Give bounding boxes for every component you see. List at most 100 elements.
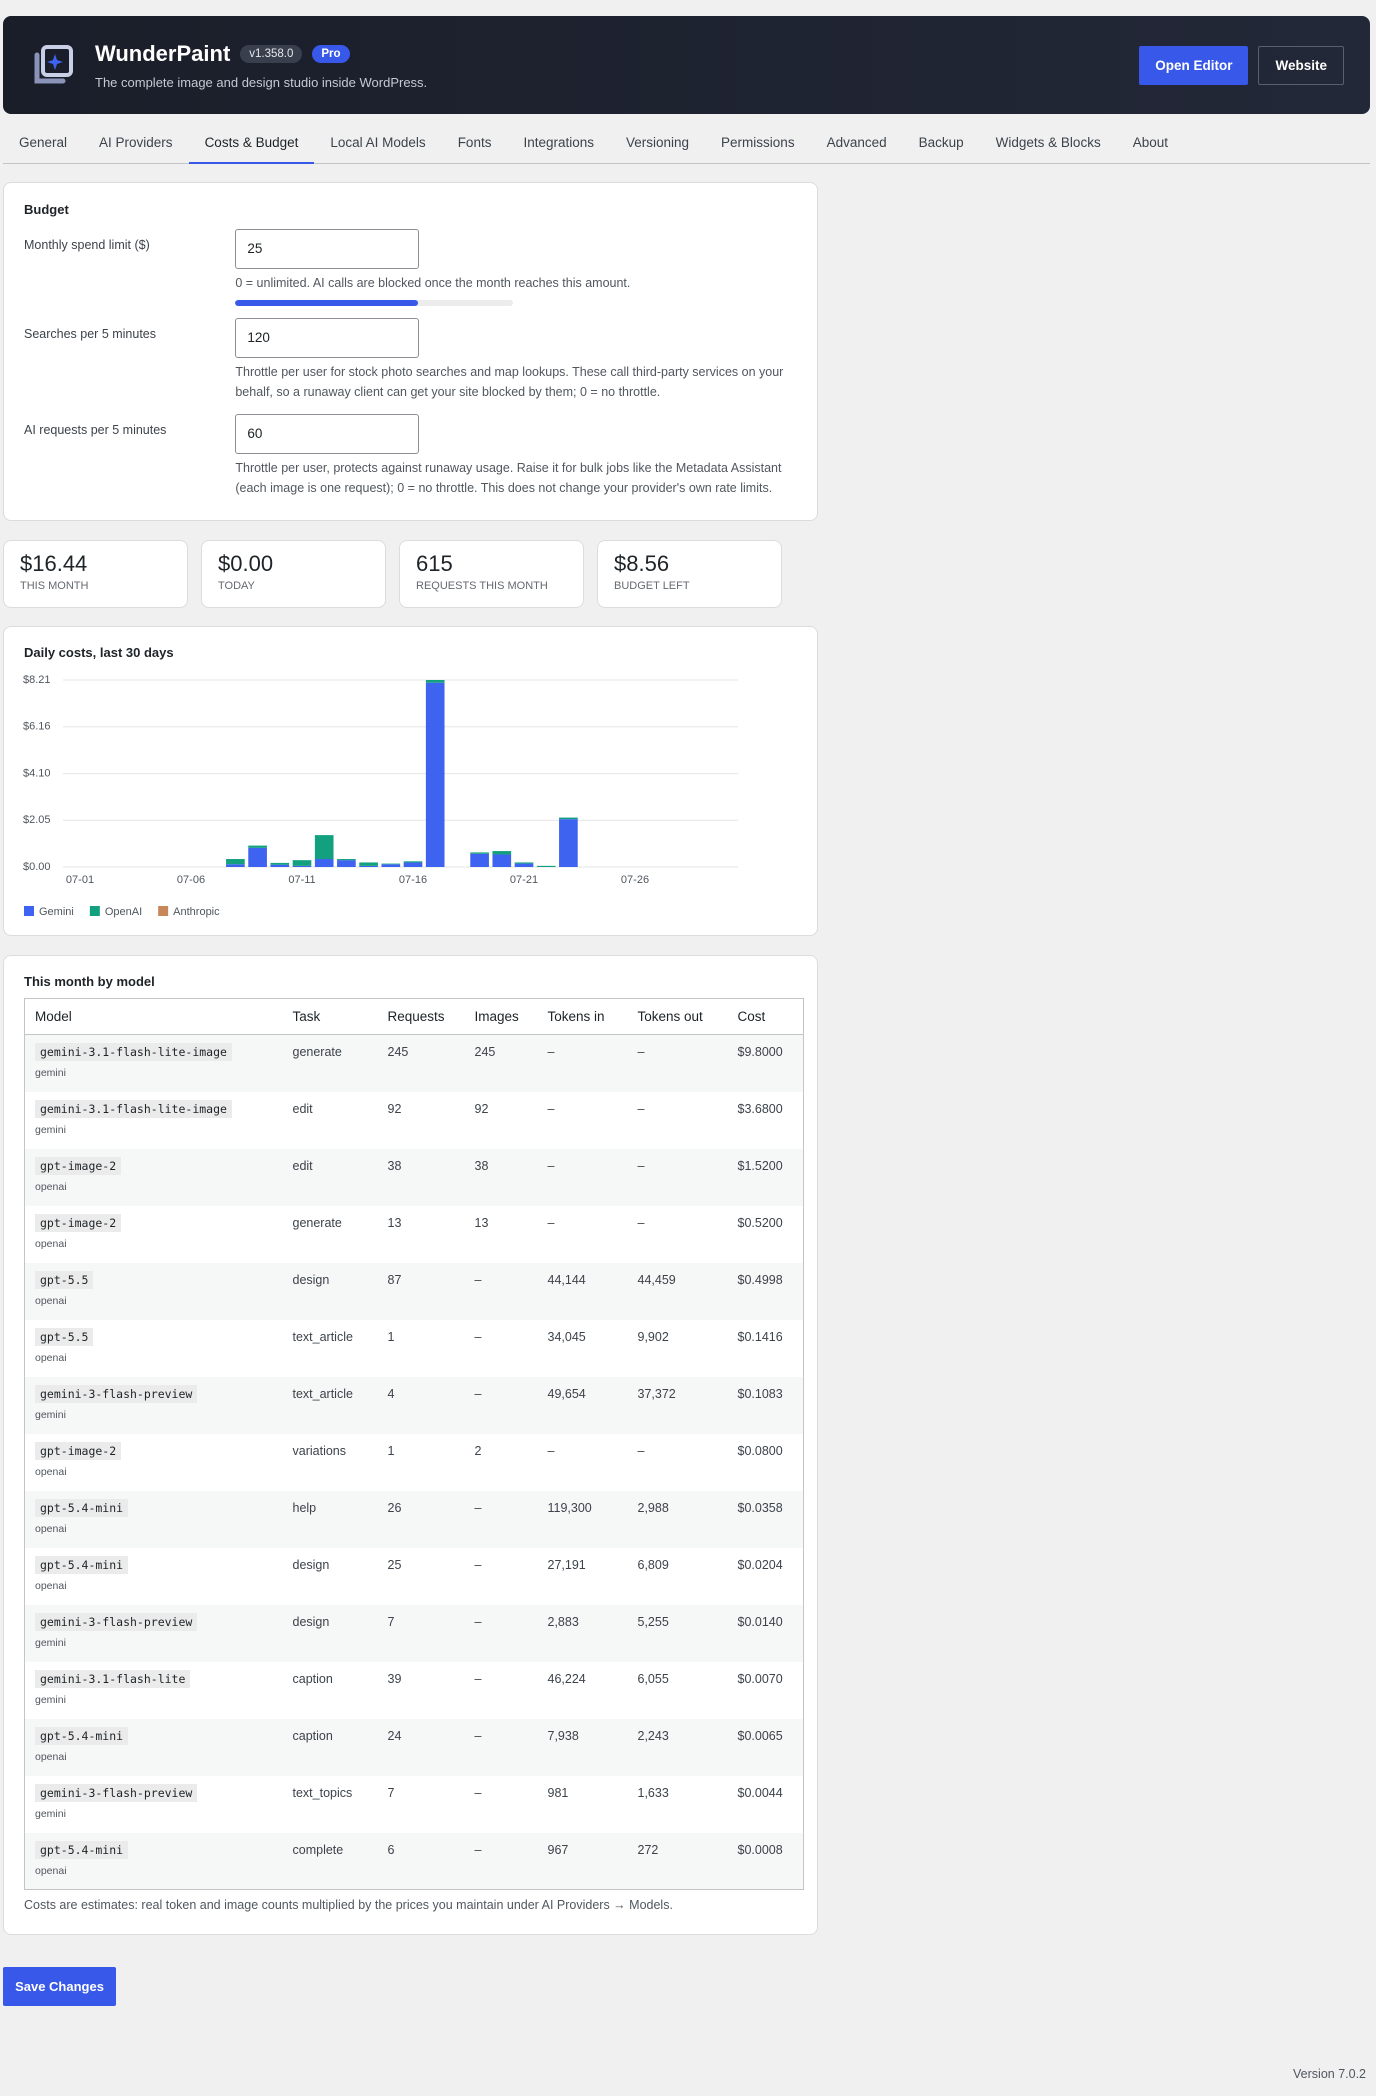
table-cell: 27,191	[547, 1557, 586, 1572]
column-header: Tokens out	[627, 998, 728, 1035]
table-cell: $0.0008	[727, 1832, 804, 1890]
table-cell: 2	[474, 1443, 482, 1458]
table-cell: edit	[282, 1148, 378, 1206]
table-cell: 49,654	[537, 1376, 628, 1434]
table-cell: –	[464, 1376, 538, 1434]
model-cell: gpt-image-2 openai	[25, 1434, 283, 1491]
table-row: gpt-image-2 openai variations 1 2 – – $0.0800	[25, 1434, 804, 1491]
table-cell: 967	[537, 1832, 628, 1890]
text-input[interactable]: 25	[235, 229, 420, 269]
model-name: gpt-5.4-mini	[35, 1498, 129, 1517]
tab[interactable]: Local AI Models	[330, 135, 426, 150]
model-name: gpt-image-2	[35, 1441, 122, 1460]
table-row: gpt-5.4-mini openai help 26–119,300 2,988 $0.…	[24, 1490, 804, 1548]
model-cell: gpt-5.5 openai	[24, 1262, 283, 1320]
table-cell: 46,224	[547, 1671, 586, 1686]
save-button[interactable]: Save Changes	[3, 1967, 116, 2006]
table-cell: 981	[547, 1785, 569, 1800]
model-cell: gpt-image-2 openai	[25, 1206, 283, 1263]
tab[interactable]: Integrations	[523, 135, 594, 150]
table-cell: –	[547, 1215, 555, 1230]
table-cell: 38	[377, 1148, 465, 1206]
text-input[interactable]: 60	[235, 414, 420, 454]
table-cell: design	[282, 1604, 378, 1662]
stats: $16.44 THIS MONTH $0.00 TODAY 615 REQUESTS TH…	[3, 540, 782, 608]
table-cell: text_topics	[292, 1785, 353, 1800]
tab[interactable]: Backup	[918, 135, 964, 150]
field-row: Searches per 5 minutes 120 Throttle per us…	[24, 318, 797, 402]
legend-label: Gemini	[39, 906, 74, 918]
provider-name: openai	[35, 1294, 67, 1307]
table-cell: –	[474, 1785, 482, 1800]
help-text: Throttle per user for stock photo search…	[235, 365, 784, 399]
website-button[interactable]: Website	[1258, 45, 1344, 85]
provider-name: openai	[35, 1351, 67, 1364]
table-cell: design	[292, 1557, 330, 1572]
tab[interactable]: Versioning	[626, 135, 690, 150]
table-cell: $0.0140	[727, 1604, 804, 1662]
provider-name: openai	[35, 1180, 67, 1193]
tab[interactable]: Widgets & Blocks	[995, 135, 1101, 150]
x-tick-label: 07-26	[621, 874, 649, 886]
tab[interactable]: AI Providers	[99, 135, 173, 150]
table-cell: $0.0070	[737, 1671, 783, 1686]
stat-value: $8.56	[614, 551, 670, 576]
column-header: Images	[464, 998, 538, 1035]
tab[interactable]: General	[19, 135, 68, 150]
bar-segment	[470, 853, 489, 867]
tab[interactable]: Permissions	[721, 135, 795, 150]
table-cell: –	[637, 1443, 645, 1458]
open-editor-button[interactable]: Open Editor	[1139, 45, 1249, 85]
tab[interactable]: Costs & Budget	[188, 126, 315, 164]
table-cell: generate	[292, 1215, 342, 1230]
header: WunderPaint v1.358.0 Pro The complete im…	[3, 16, 1370, 114]
model-cell: gemini-3-flash-preview gemini	[24, 1604, 283, 1662]
model-cell: gpt-5.5 openai	[25, 1320, 283, 1377]
stat-card: 615 REQUESTS THIS MONTH	[399, 540, 584, 608]
stat-card: $16.44 THIS MONTH	[3, 540, 188, 608]
table-cell: $0.0204	[737, 1557, 783, 1572]
model-name: gemini-3.1-flash-lite-image	[35, 1043, 232, 1061]
table-cell: 1	[387, 1443, 395, 1458]
model-name: gpt-5.4-mini	[35, 1726, 129, 1745]
provider-name: openai	[35, 1750, 67, 1763]
model-cell: gpt-5.4-mini openai	[24, 1718, 283, 1776]
provider-name: openai	[35, 1579, 67, 1592]
column-header: Tokens in	[537, 998, 628, 1035]
y-tick-label: $4.10	[23, 768, 51, 780]
table-cell: –	[474, 1671, 482, 1686]
tab[interactable]: Fonts	[457, 135, 492, 150]
table-row: gemini-3-flash-preview gemini text_topics 7…	[25, 1776, 804, 1833]
table-row: gemini-3.1-flash-lite-image gemini generat…	[24, 1034, 804, 1092]
y-tick-label: $6.16	[23, 721, 51, 733]
table-row: gpt-5.4-mini openai caption 24–7,938 2,243 $0…	[24, 1718, 804, 1776]
table-row: gpt-5.4-mini openai complete 6–967 272 $0.000…	[24, 1832, 804, 1890]
tab[interactable]: About	[1132, 135, 1168, 150]
bar-segment	[559, 817, 578, 820]
x-tick-label: 07-01	[66, 874, 94, 886]
bar-segment	[425, 682, 445, 867]
table-row: gpt-5.4-mini openai design 25 – 27,191 6,809 $0…	[25, 1548, 804, 1605]
budget-fields: Monthly spend limit ($) 25 0 = unlimited. …	[24, 229, 797, 498]
table-cell: –	[537, 1148, 628, 1206]
table-cell: 7	[377, 1604, 465, 1662]
models-card: This month by model Model Task Requests Ima…	[3, 955, 818, 1935]
bar-segment	[314, 835, 334, 860]
tab[interactable]: Advanced	[826, 135, 887, 150]
table-cell: 2,883	[537, 1604, 628, 1662]
legend-swatch	[158, 906, 169, 916]
model-name: gemini-3-flash-preview	[35, 1612, 198, 1631]
table-cell: –	[464, 1604, 538, 1662]
models-table: Model Task Requests Images Tokens in Tokens o…	[24, 998, 804, 1890]
provider-name: openai	[35, 1522, 67, 1535]
table-cell: 44,459	[627, 1262, 728, 1320]
column-header: Model	[24, 998, 283, 1035]
chart-title: Daily costs, last 30 days	[24, 645, 174, 660]
model-name: gemini-3-flash-preview	[35, 1384, 198, 1403]
text-input[interactable]: 120	[235, 318, 420, 358]
table-cell: $0.0358	[727, 1490, 804, 1548]
table-cell: –	[627, 1148, 728, 1206]
table-row: gpt-5.5 openai design 87–44,144 44,459 $0.499…	[24, 1262, 804, 1320]
table-cell: 37,372	[627, 1376, 728, 1434]
y-tick-label: $0.00	[23, 861, 51, 873]
